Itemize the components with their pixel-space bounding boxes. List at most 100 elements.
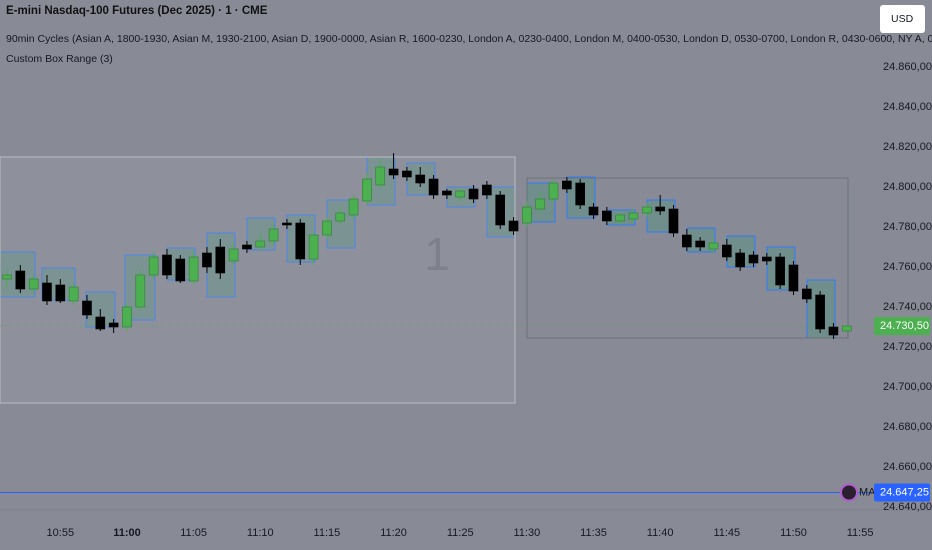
candle-body	[348, 198, 359, 216]
candle-body	[15, 270, 26, 290]
candle-body	[722, 244, 732, 258]
candle-body	[841, 325, 852, 332]
x-tick-label: 11:50	[780, 527, 807, 539]
candle-body	[522, 206, 532, 224]
candle-body	[2, 274, 12, 280]
candle-body	[162, 254, 172, 276]
candle-body	[122, 306, 132, 328]
candle-body	[495, 194, 506, 226]
candle-body	[602, 210, 612, 222]
candle-body	[428, 178, 439, 196]
candle-body	[335, 212, 346, 222]
candle-body	[668, 208, 679, 234]
candle-body	[762, 256, 772, 262]
y-tick-label: 24.840,00	[883, 101, 932, 113]
candle-body	[748, 254, 759, 264]
candle-body	[68, 286, 79, 302]
candle-body	[28, 278, 39, 290]
chart-title: E-mini Nasdaq-100 Futures (Dec 2025) · 1…	[6, 5, 268, 17]
indicator-label: Custom Box Range (3)	[6, 53, 113, 65]
x-tick-label: 11:30	[514, 527, 541, 539]
candle-body	[228, 248, 239, 262]
candle-body	[175, 258, 186, 282]
y-tick-label: 24.680,00	[883, 421, 932, 433]
candle-body	[148, 256, 159, 276]
currency-label[interactable]: USD	[891, 13, 914, 25]
candle-body	[242, 244, 252, 250]
candle-body	[415, 174, 426, 184]
candle-body	[482, 184, 492, 196]
x-tick-label: 11:05	[180, 527, 207, 539]
x-tick-label: 11:25	[447, 527, 474, 539]
x-tick-label: 11:55	[847, 527, 874, 539]
y-tick-label: 24.860,00	[883, 61, 932, 73]
x-tick-label: 11:15	[314, 527, 341, 539]
candle-body	[268, 228, 279, 242]
candle-body	[202, 252, 212, 268]
candle-body	[95, 316, 106, 330]
x-tick-label: 11:20	[380, 527, 407, 539]
box-label: 1	[424, 228, 450, 280]
y-tick-label: 24.720,00	[883, 341, 932, 353]
candle-body	[375, 166, 386, 186]
candle-body	[455, 190, 466, 198]
candle-body	[735, 252, 745, 268]
x-tick-label: 11:10	[247, 527, 274, 539]
candle-body	[588, 206, 599, 216]
x-tick-label: 11:00	[113, 527, 141, 539]
candle-body	[708, 242, 719, 250]
candle-body	[801, 288, 812, 300]
y-tick-label: 24.700,00	[883, 381, 932, 393]
candle-body	[215, 246, 226, 274]
y-tick-label: 24.800,00	[883, 181, 932, 193]
candle-body	[388, 168, 399, 176]
candle-body	[468, 188, 479, 200]
candle-body	[362, 178, 372, 202]
candle-body	[615, 214, 625, 222]
x-tick-label: 11:40	[647, 527, 674, 539]
max-price-tag	[874, 483, 930, 502]
y-tick-label: 24.640,00	[883, 501, 932, 513]
y-tick-label: 24.820,00	[883, 141, 932, 153]
candle-body	[282, 222, 292, 226]
y-tick-label: 24.760,00	[883, 261, 932, 273]
candle-body	[255, 240, 266, 248]
candle-body	[775, 256, 785, 286]
candle-body	[295, 222, 306, 260]
max-price-label: 24.647,25	[880, 486, 929, 498]
candle-body	[402, 170, 412, 178]
y-tick-label: 24.660,00	[883, 461, 932, 473]
candle-body	[682, 234, 692, 248]
max-icon	[840, 483, 858, 502]
y-tick-label: 24.740,00	[883, 301, 932, 313]
x-tick-label: 11:45	[713, 527, 740, 539]
custom-box-range	[526, 177, 849, 339]
candle-body	[695, 240, 705, 248]
candle-body	[55, 284, 66, 302]
currency-button[interactable]	[880, 5, 925, 33]
candle-body	[535, 198, 546, 210]
candle-body	[442, 190, 452, 196]
x-tick-label: 11:35	[580, 527, 607, 539]
last-price-label: 24.730,50	[880, 320, 929, 332]
candle-body	[322, 220, 332, 236]
candle-body	[135, 274, 146, 308]
candle-body	[508, 220, 519, 232]
candle-body	[108, 322, 119, 328]
candle-body	[562, 180, 572, 190]
y-tick-label: 24.780,00	[883, 221, 932, 233]
last-price-tag	[874, 317, 930, 335]
candle-body	[42, 282, 52, 302]
candle-body	[828, 326, 839, 336]
candle-body	[548, 182, 559, 200]
candle-body	[188, 256, 199, 282]
candle-body	[788, 264, 799, 292]
indicator-label: 90min Cycles (Asian A, 1800-1930, Asian …	[6, 33, 932, 45]
candle-body	[655, 206, 665, 212]
candle-body	[575, 182, 585, 206]
x-tick-label: 10:55	[47, 527, 75, 539]
custom-box-range	[0, 156, 516, 404]
candle-body	[82, 300, 92, 316]
candle-body	[642, 206, 652, 214]
